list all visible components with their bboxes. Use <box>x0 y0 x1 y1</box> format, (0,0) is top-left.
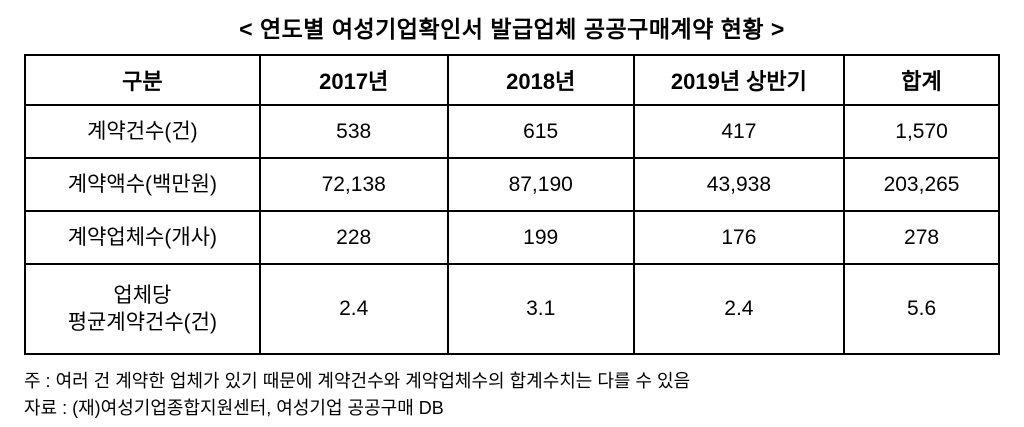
table-cell: 176 <box>632 210 846 265</box>
procurement-contracts-table: 구분 2017년 2018년 2019년 상반기 합계 계약건수(건) 538 … <box>24 54 1000 355</box>
table-cell: 1,570 <box>843 104 1000 159</box>
table-cell: 2.4 <box>632 263 846 355</box>
table-cell: 278 <box>843 210 1000 265</box>
table-row-avg-contracts-per-company: 업체당 평균계약건수(건) 2.4 3.1 2.4 5.6 <box>24 263 1000 355</box>
column-header-2019-h1: 2019년 상반기 <box>632 54 846 106</box>
table-row-company-count: 계약업체수(개사) 228 199 176 278 <box>24 210 1000 265</box>
row-label: 계약액수(백만원) <box>24 157 261 212</box>
notes-block: 주 : 여러 건 계약한 업체가 있기 때문에 계약건수와 계약업체수의 합계수… <box>24 368 1000 422</box>
table-cell: 87,190 <box>446 157 635 212</box>
row-label: 계약업체수(개사) <box>24 210 261 265</box>
row-label: 계약건수(건) <box>24 104 261 159</box>
column-header-2017: 2017년 <box>258 54 449 106</box>
table-cell: 3.1 <box>446 263 635 355</box>
table-cell: 43,938 <box>632 157 846 212</box>
table-row-contract-amount: 계약액수(백만원) 72,138 87,190 43,938 203,265 <box>24 157 1000 212</box>
table-cell: 5.6 <box>843 263 1000 355</box>
table-cell: 2.4 <box>258 263 449 355</box>
table-cell: 199 <box>446 210 635 265</box>
table-row-contract-count: 계약건수(건) 538 615 417 1,570 <box>24 104 1000 159</box>
footnote: 주 : 여러 건 계약한 업체가 있기 때문에 계약건수와 계약업체수의 합계수… <box>24 371 691 391</box>
table-cell: 203,265 <box>843 157 1000 212</box>
table-cell: 228 <box>258 210 449 265</box>
source-note: 자료 : (재)여성기업종합지원센터, 여성기업 공공구매 DB <box>24 398 444 418</box>
table-cell: 417 <box>632 104 846 159</box>
table-cell: 538 <box>258 104 449 159</box>
column-header-2018: 2018년 <box>446 54 635 106</box>
table-cell: 615 <box>446 104 635 159</box>
row-label: 업체당 평균계약건수(건) <box>24 263 261 355</box>
column-header-category: 구분 <box>24 54 261 106</box>
table-header-row: 구분 2017년 2018년 2019년 상반기 합계 <box>24 54 1000 106</box>
column-header-total: 합계 <box>843 54 1000 106</box>
table-title: < 연도별 여성기업확인서 발급업체 공공구매계약 현황 > <box>239 16 785 42</box>
table-cell: 72,138 <box>258 157 449 212</box>
